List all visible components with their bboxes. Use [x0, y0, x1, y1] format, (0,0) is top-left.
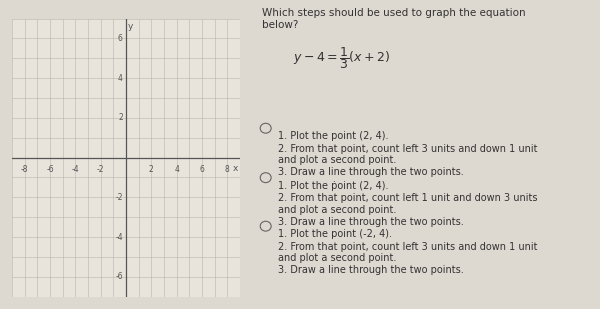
- Text: 3. Draw a line through the two points.: 3. Draw a line through the two points.: [278, 217, 463, 226]
- Text: 2. From that point, count left 3 units and down 1 unit: 2. From that point, count left 3 units a…: [278, 242, 537, 252]
- Text: 2. From that point, count left 3 units and down 1 unit: 2. From that point, count left 3 units a…: [278, 144, 537, 154]
- Text: -2: -2: [97, 164, 104, 174]
- Text: 2. From that point, count left 1 unit and down 3 units: 2. From that point, count left 1 unit an…: [278, 193, 537, 203]
- Text: and plot a second point.: and plot a second point.: [278, 253, 396, 263]
- Text: 6: 6: [118, 34, 123, 43]
- Text: x: x: [233, 163, 238, 172]
- Text: y: y: [128, 22, 133, 31]
- Text: 4: 4: [174, 164, 179, 174]
- Text: Which steps should be used to graph the equation: Which steps should be used to graph the …: [262, 8, 526, 18]
- Text: 1. Plot the ṗoint (2, 4).: 1. Plot the ṗoint (2, 4).: [278, 181, 388, 191]
- Text: and plot a second point.: and plot a second point.: [278, 205, 396, 215]
- Text: 3. Draw a line through the two points.: 3. Draw a line through the two points.: [278, 167, 463, 177]
- Text: -2: -2: [115, 193, 123, 202]
- Text: 1. Plot the point (-2, 4).: 1. Plot the point (-2, 4).: [278, 229, 392, 239]
- Text: -6: -6: [46, 164, 54, 174]
- Text: -4: -4: [115, 233, 123, 242]
- Text: 6: 6: [200, 164, 205, 174]
- Text: 3. Draw a line through the two points.: 3. Draw a line through the two points.: [278, 265, 463, 275]
- Text: 2: 2: [149, 164, 154, 174]
- Text: -6: -6: [115, 272, 123, 281]
- Text: -4: -4: [71, 164, 79, 174]
- Text: and plot a second point.: and plot a second point.: [278, 155, 396, 165]
- Text: -8: -8: [21, 164, 28, 174]
- Text: 1. Plot the point (2, 4).: 1. Plot the point (2, 4).: [278, 131, 388, 141]
- Text: below?: below?: [262, 20, 299, 30]
- Text: $y-4=\dfrac{1}{3}(x+2)$: $y-4=\dfrac{1}{3}(x+2)$: [293, 45, 390, 71]
- Text: 4: 4: [118, 74, 123, 83]
- Text: 8: 8: [225, 164, 230, 174]
- Text: 2: 2: [118, 113, 123, 122]
